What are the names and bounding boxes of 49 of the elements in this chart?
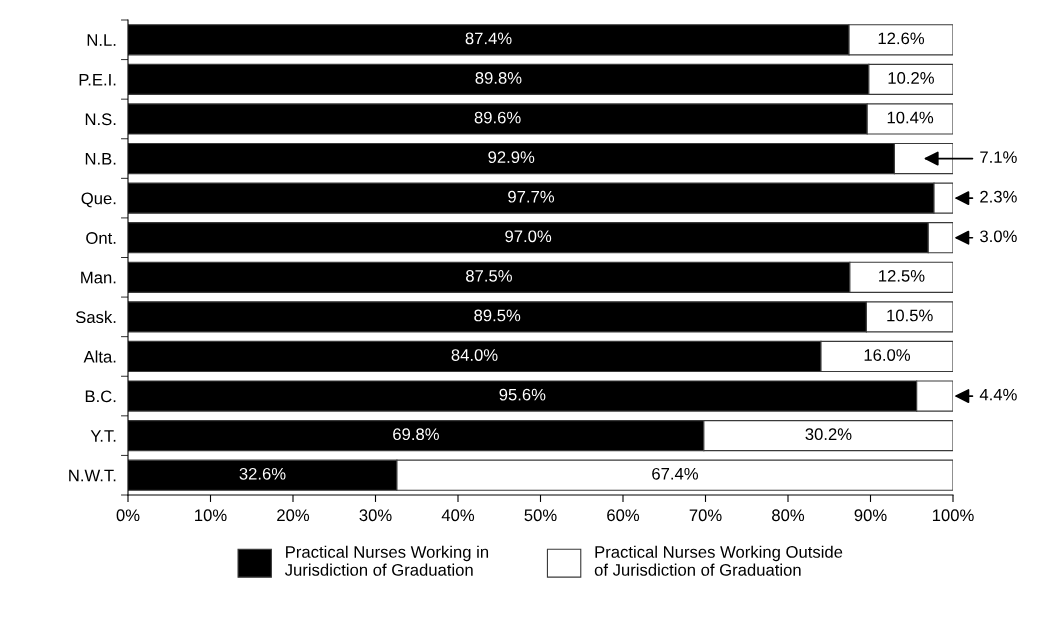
x-tick-label: 80% [772,509,805,522]
x-tick-label: 40% [441,509,475,522]
data-label: 16.0% [864,349,911,361]
data-label: 32.6% [239,467,286,480]
x-tick-label: 100% [932,509,974,522]
y-tick-label: N.W.T. [69,469,116,482]
y-tick-label: P.E.I. [79,73,116,86]
y-tick-label: Y.T. [90,430,116,442]
legend-label: Practical Nurses Working Outside of Jurisdiction of Graduation [594,545,843,576]
legend-label: Practical Nurses Working in Jurisdiction of Graduation [284,545,489,576]
data-label: 87.5% [466,269,512,282]
data-label: 3.0% [980,230,1017,243]
x-tick-label: 30% [359,509,392,522]
data-label: 89.8% [475,72,522,84]
y-tick-label: Man. [81,271,116,284]
data-label: 87.4% [465,32,512,45]
data-label: 92.9% [488,151,535,164]
y-tick-label: Sask. [75,310,116,324]
data-label: 30.2% [805,428,852,441]
x-tick-label: 70% [689,509,722,522]
data-label: 97.0% [505,230,552,243]
x-tick-label: 10% [195,509,227,522]
y-tick-label: Que. [81,192,116,208]
x-tick-label: 60% [607,509,640,522]
y-tick-label: Alta. [83,350,116,363]
y-tick-label: B.C. [85,390,116,403]
x-tick-label: 90% [854,509,887,522]
y-tick-label: N.B. [85,153,116,165]
data-label: 89.5% [474,309,521,322]
data-label: 95.6% [499,388,546,401]
y-tick-label: N.S. [85,113,116,126]
data-label: 12.5% [879,269,925,282]
data-label: 84.0% [451,349,498,361]
data-label: 10.5% [887,309,933,322]
data-label: 69.8% [393,428,439,441]
data-label: 4.4% [979,388,1017,401]
y-tick-label: N.L. [87,34,116,46]
x-tick-label: 0% [116,509,140,522]
data-label: 10.4% [887,111,934,124]
data-label: 89.6% [474,111,521,124]
data-label: 67.4% [652,467,699,480]
y-tick-label: Ont. [86,232,116,244]
data-label: 97.7% [508,190,555,203]
data-label: 12.6% [878,32,925,45]
data-label: 7.1% [980,151,1017,163]
data-label: 10.2% [888,72,934,84]
x-tick-label: 50% [524,509,557,522]
data-label: 2.3% [980,190,1017,203]
x-tick-label: 20% [277,509,310,522]
